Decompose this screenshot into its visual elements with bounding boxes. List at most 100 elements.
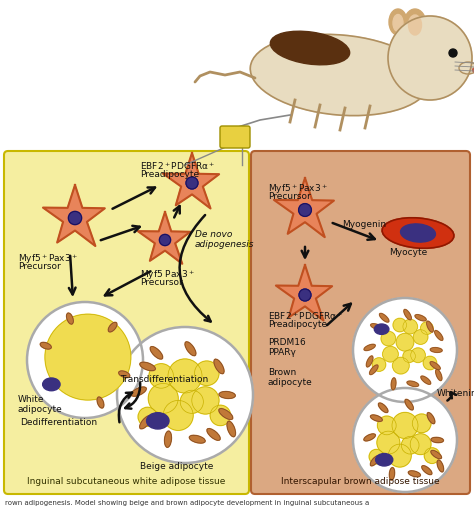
Circle shape (403, 320, 418, 334)
Text: Beige adipocyte: Beige adipocyte (140, 462, 213, 471)
Text: adipogenesis: adipogenesis (195, 240, 255, 249)
Ellipse shape (459, 62, 474, 74)
Circle shape (194, 361, 219, 386)
Text: Precursor: Precursor (18, 262, 61, 271)
Circle shape (423, 356, 437, 370)
Circle shape (117, 327, 253, 463)
Ellipse shape (401, 224, 436, 242)
Text: Whitening: Whitening (437, 388, 474, 398)
Ellipse shape (389, 467, 395, 480)
Ellipse shape (404, 9, 426, 39)
Ellipse shape (409, 15, 421, 35)
Ellipse shape (366, 356, 373, 367)
Text: White: White (18, 395, 45, 404)
Circle shape (413, 330, 428, 344)
Ellipse shape (375, 453, 393, 466)
Ellipse shape (214, 359, 224, 374)
Circle shape (168, 359, 202, 393)
Ellipse shape (427, 321, 433, 332)
Circle shape (369, 449, 383, 464)
Circle shape (401, 436, 419, 454)
Ellipse shape (371, 415, 383, 421)
Circle shape (393, 318, 407, 332)
Ellipse shape (436, 369, 442, 381)
Text: Precursor: Precursor (140, 278, 183, 287)
FancyBboxPatch shape (220, 126, 250, 148)
Circle shape (353, 298, 457, 402)
Text: Transdifferentiation: Transdifferentiation (120, 375, 208, 384)
Ellipse shape (185, 342, 196, 356)
Text: Precursor: Precursor (268, 192, 311, 201)
Ellipse shape (431, 437, 444, 443)
Polygon shape (138, 212, 190, 264)
Ellipse shape (407, 381, 419, 387)
FancyBboxPatch shape (4, 151, 249, 494)
Circle shape (383, 346, 398, 362)
Circle shape (388, 444, 411, 467)
Ellipse shape (43, 378, 60, 391)
Circle shape (403, 350, 415, 362)
Ellipse shape (437, 460, 444, 472)
Circle shape (377, 431, 400, 454)
Ellipse shape (421, 376, 431, 384)
Ellipse shape (435, 330, 443, 340)
Circle shape (372, 358, 386, 371)
Circle shape (392, 357, 409, 374)
Text: Myf5$^+$Pax3$^+$: Myf5$^+$Pax3$^+$ (268, 182, 328, 196)
Circle shape (210, 405, 230, 425)
Ellipse shape (364, 344, 375, 351)
Circle shape (412, 414, 431, 433)
Circle shape (192, 387, 219, 414)
Text: Myogenin: Myogenin (342, 220, 386, 229)
Text: PRDM16: PRDM16 (268, 338, 306, 347)
Circle shape (392, 413, 418, 438)
Text: rown adipogenesis. Model showing beige and brown adipocyte development in inguin: rown adipogenesis. Model showing beige a… (5, 500, 369, 506)
Ellipse shape (108, 322, 117, 332)
Circle shape (159, 234, 171, 246)
Ellipse shape (146, 413, 169, 429)
Circle shape (449, 49, 457, 57)
Circle shape (149, 364, 173, 388)
Text: Inguinal subcutaneous white adipose tissue: Inguinal subcutaneous white adipose tiss… (27, 477, 225, 486)
Circle shape (148, 384, 178, 414)
Ellipse shape (97, 397, 104, 408)
Ellipse shape (270, 31, 350, 65)
Text: De novo: De novo (195, 230, 232, 239)
Circle shape (68, 211, 82, 224)
Ellipse shape (427, 413, 435, 424)
Ellipse shape (118, 371, 130, 377)
Ellipse shape (219, 408, 233, 419)
Text: Brown: Brown (268, 368, 296, 377)
Ellipse shape (219, 391, 235, 399)
Circle shape (180, 390, 203, 414)
Circle shape (299, 289, 311, 301)
Text: adipocyte: adipocyte (268, 378, 313, 387)
Circle shape (299, 204, 311, 217)
Ellipse shape (378, 403, 388, 413)
Circle shape (138, 407, 157, 427)
Text: PPARγ: PPARγ (268, 348, 296, 357)
Ellipse shape (371, 324, 382, 329)
Text: Interscapular brown adipose tissue: Interscapular brown adipose tissue (281, 477, 439, 486)
Ellipse shape (431, 450, 441, 459)
Ellipse shape (422, 466, 432, 475)
Polygon shape (276, 265, 332, 321)
Ellipse shape (393, 14, 403, 32)
Circle shape (377, 416, 396, 435)
Ellipse shape (430, 362, 440, 370)
Ellipse shape (140, 416, 151, 429)
Polygon shape (274, 178, 334, 237)
Circle shape (424, 448, 440, 463)
Ellipse shape (66, 313, 73, 324)
Ellipse shape (207, 429, 220, 440)
Ellipse shape (189, 435, 205, 443)
Text: EBF2$^+$PDGFRα$^+$: EBF2$^+$PDGFRα$^+$ (140, 160, 216, 172)
Polygon shape (163, 153, 219, 208)
Ellipse shape (250, 35, 430, 116)
Circle shape (353, 388, 457, 492)
Ellipse shape (391, 378, 396, 390)
Ellipse shape (374, 324, 389, 334)
Ellipse shape (389, 9, 407, 35)
Text: Myocyte: Myocyte (389, 248, 427, 257)
Ellipse shape (382, 218, 454, 248)
